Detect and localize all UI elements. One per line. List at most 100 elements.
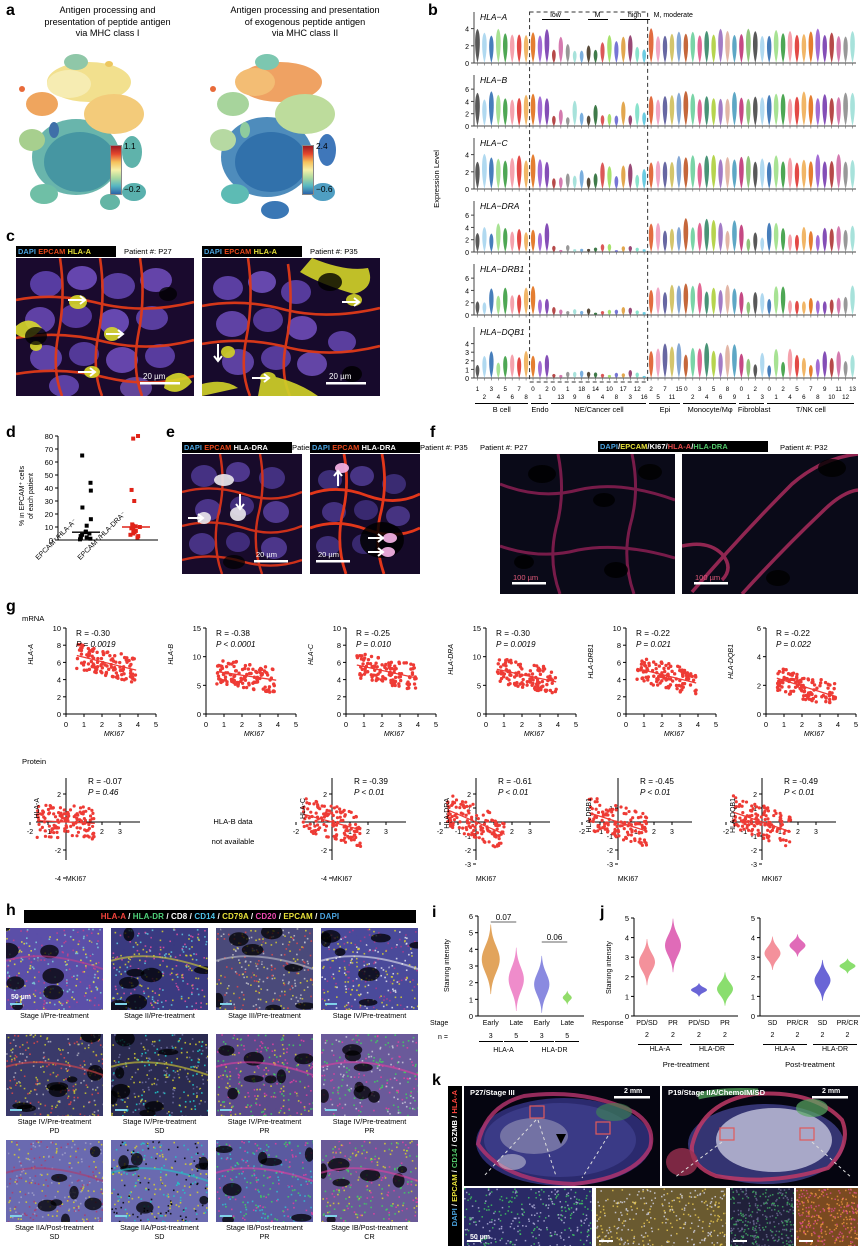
panel-c-marker-bar-1: DAPI EPCAM HLA-A <box>16 246 116 257</box>
marker-epcam: EPCAM <box>224 247 252 256</box>
panel-j-subtitle: Post-treatment <box>785 1060 835 1069</box>
tile-caption-line: Stage IIA/Post-treatment <box>120 1223 199 1232</box>
panel-j-group-x: PR <box>720 1020 730 1027</box>
protein-ylabel: HLA-A <box>34 798 41 819</box>
panel-g-missing-note: HLA-B data not available <box>178 812 288 852</box>
marker-cd14: CD14 <box>450 1148 459 1169</box>
svg-text:0: 0 <box>624 720 628 729</box>
svg-text:-2: -2 <box>437 829 443 836</box>
svg-text:6: 6 <box>617 658 621 667</box>
if-image-f1: 100 µm <box>500 454 675 594</box>
umap-2-colorbar-min: −0.6 <box>316 184 333 194</box>
svg-text:30: 30 <box>45 497 53 506</box>
umap-2-colorbar-max: 2.4 <box>316 141 328 151</box>
tile-caption-line: PR <box>259 1126 270 1135</box>
umap-2-colorbar <box>302 145 314 195</box>
svg-text:80: 80 <box>45 432 53 441</box>
svg-text:5: 5 <box>434 720 438 729</box>
svg-text:20 µm: 20 µm <box>318 550 339 559</box>
marker-epcam: EPCAM <box>38 247 66 256</box>
svg-text:4: 4 <box>136 720 140 729</box>
svg-text:4: 4 <box>465 342 469 349</box>
svg-text:0: 0 <box>465 61 469 68</box>
svg-text:60: 60 <box>45 458 53 467</box>
panel-j-marker-label: HLA-A <box>763 1044 807 1053</box>
tile-caption-line: Stage IV/Pre-treatment <box>332 1117 407 1126</box>
svg-text:3: 3 <box>814 829 818 836</box>
svg-text:HLA−A: HLA−A <box>480 12 507 22</box>
svg-text:15: 15 <box>193 624 201 633</box>
cluster-tick: 6 <box>510 394 514 401</box>
panel-j-marker-label: HLA-DR <box>813 1044 857 1053</box>
svg-text:0: 0 <box>204 720 208 729</box>
panel-j-group-n: 2 <box>645 1032 649 1039</box>
scatter-hla-c: 10 8 6 4 2 0 0 1 2 3 4 5 R = -0.25 P = 0.010 HLA-C MKI6… <box>308 622 462 754</box>
panel-letter-d: d <box>6 424 16 441</box>
cluster-tick: 6 <box>586 394 591 401</box>
svg-text:HLA−B: HLA−B <box>480 75 507 85</box>
marker-epcam: EPCAM <box>450 1174 459 1202</box>
svg-text:HLA−DRA: HLA−DRA <box>480 201 520 211</box>
svg-text:2: 2 <box>57 693 61 702</box>
svg-text:6: 6 <box>465 213 469 220</box>
svg-text:0: 0 <box>465 187 469 194</box>
svg-text:15: 15 <box>473 624 481 633</box>
svg-text:1: 1 <box>82 720 86 729</box>
scatter-xlabel: MKI67 <box>803 731 825 738</box>
svg-text:0: 0 <box>64 720 68 729</box>
panel-k-side-markers: DAPI / EPCAM / CD14 / GZMB / HLA-A <box>448 1086 462 1246</box>
panel-e-marker-bar-1: DAPI EPCAM HLA-DRA <box>182 442 292 453</box>
panel-letter-c: c <box>6 228 15 245</box>
scatter-ylabel: HLA-B <box>168 644 175 665</box>
umap-2-title-line-1: Antigen processing and presentation <box>230 5 380 15</box>
cluster-tick: 0 <box>531 386 535 393</box>
panel-letter-i: i <box>432 904 437 921</box>
scatter-xlabel: MKI67 <box>523 731 545 738</box>
svg-text:2: 2 <box>240 720 244 729</box>
svg-text:HLA−DRB1: HLA−DRB1 <box>480 264 524 274</box>
panel-e-patient-2: Patient #: P35 <box>420 443 468 452</box>
svg-text:100 µm: 100 µm <box>695 573 720 582</box>
cluster-tick: 9 <box>572 394 577 401</box>
svg-text:P < 0.0001: P < 0.0001 <box>216 640 256 649</box>
svg-text:3: 3 <box>384 829 388 836</box>
svg-text:4: 4 <box>416 720 420 729</box>
svg-text:3: 3 <box>538 720 542 729</box>
panel-i-group-x: Late <box>560 1020 575 1027</box>
panel-j-group-n: 2 <box>845 1032 850 1039</box>
tile-caption: Stage IV/Pre-treatment <box>321 1011 418 1020</box>
svg-text:3: 3 <box>670 829 674 836</box>
svg-text:5: 5 <box>574 720 578 729</box>
svg-text:20 µm: 20 µm <box>143 372 166 381</box>
panel-letter-e: e <box>166 424 175 441</box>
panel-c-patient-1: Patient #: P27 <box>124 247 172 256</box>
svg-text:8: 8 <box>337 641 341 650</box>
umap-1-colorbar-max: 1.1 <box>124 141 136 151</box>
svg-text:2: 2 <box>465 112 469 119</box>
cluster-tick: 1 <box>538 394 542 401</box>
tile-caption: Stage IB/Post-treatment CR <box>321 1223 418 1241</box>
cluster-tick: 3 <box>628 394 632 401</box>
k-right-scale: 2 mm <box>822 1088 841 1095</box>
marker-epcam: EPCAM <box>204 443 232 452</box>
svg-text:3: 3 <box>465 350 469 357</box>
scatter-hla-drb1: 10 8 6 4 2 0 0 1 2 3 4 5 R = -0.22 P = 0.021 HLA-DRB1 M… <box>588 622 742 754</box>
svg-text:2: 2 <box>465 44 469 51</box>
svg-text:3: 3 <box>258 720 262 729</box>
svg-text:2: 2 <box>465 170 469 177</box>
missing-note-line-2: not available <box>211 837 255 846</box>
panel-f-marker-bar: DAPI/EPCAM/KI67/HLA-A/HLA-DRA <box>598 441 768 452</box>
panel-i-group-x: Late <box>509 1020 524 1027</box>
panel-e-marker-bar-2: DAPI EPCAM HLA-DRA <box>310 442 420 453</box>
cluster-tick: 2 <box>649 386 653 393</box>
dot-plot-epcam: 80 70 60 50 40 30 20 10 0 <box>34 432 162 552</box>
scatter-ylabel: HLA-DRB1 <box>588 644 595 679</box>
svg-text:8: 8 <box>57 641 61 650</box>
marker-dapi: DAPI <box>312 443 331 452</box>
panel-j-response-label: Response <box>592 1020 624 1027</box>
svg-text:10: 10 <box>473 653 481 662</box>
tile-caption-line: Stage IB/Post-treatment <box>331 1223 408 1232</box>
